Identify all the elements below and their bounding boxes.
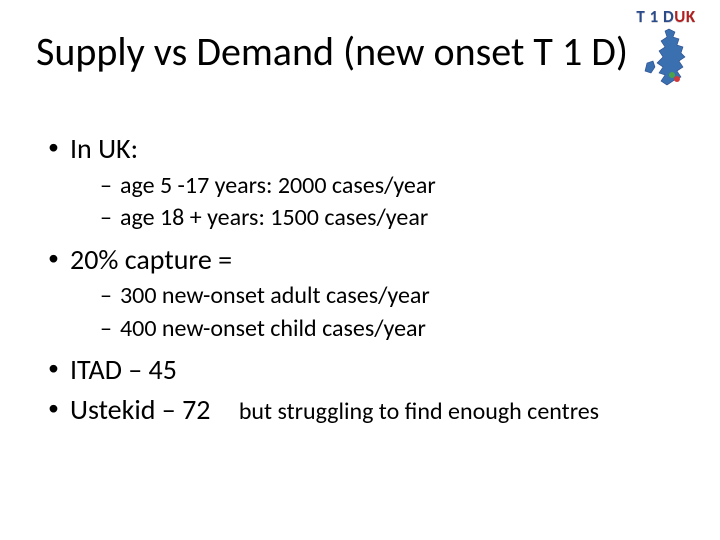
- sub-list: age 5 -17 years: 2000 cases/year age 18 …: [70, 170, 680, 235]
- bullet-capture: 20% capture = 300 new-onset adult cases/…: [46, 241, 680, 346]
- logo-text: T 1 DUK: [622, 6, 710, 27]
- sub-item: age 5 -17 years: 2000 cases/year: [100, 170, 680, 202]
- bullet-label: Ustekid – 72: [70, 392, 210, 427]
- slide-title: Supply vs Demand (new onset T 1 D): [36, 30, 680, 74]
- bullet-in-uk: In UK: age 5 -17 years: 2000 cases/year …: [46, 130, 680, 235]
- bullet-note: but struggling to find enough centres: [239, 397, 599, 426]
- bullet-label: In UK:: [70, 131, 138, 166]
- bullet-itad: ITAD – 45: [46, 351, 680, 389]
- slide-body: In UK: age 5 -17 years: 2000 cases/year …: [46, 130, 680, 431]
- slide: T 1 DUK Supply vs Demand (new onset T 1 …: [0, 0, 720, 540]
- sub-item: 300 new-onset adult cases/year: [100, 280, 680, 312]
- bullet-label: ITAD – 45: [70, 352, 177, 387]
- logo-text-t1d: T 1 D: [636, 6, 674, 27]
- logo-text-uk: UK: [674, 6, 695, 27]
- bullet-list: In UK: age 5 -17 years: 2000 cases/year …: [46, 130, 680, 429]
- bullet-ustekid: Ustekid – 72 but struggling to find enou…: [46, 391, 680, 429]
- sub-item: age 18 + years: 1500 cases/year: [100, 202, 680, 234]
- sub-item: 400 new-onset child cases/year: [100, 313, 680, 345]
- sub-list: 300 new-onset adult cases/year 400 new-o…: [70, 280, 680, 345]
- bullet-label: 20% capture =: [70, 242, 232, 277]
